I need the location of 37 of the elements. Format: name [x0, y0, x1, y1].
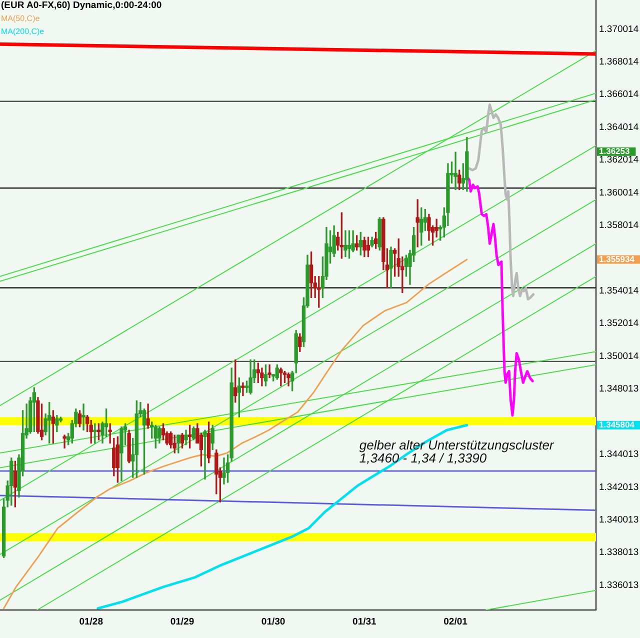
candlestick — [416, 199, 420, 248]
chart-title: (EUR A0-FX,60) Dynamic,0:00-24:00 — [1, 0, 162, 12]
x-tick-label: 01/31 — [352, 616, 378, 628]
y-tick-label: 1.370014 — [599, 24, 639, 35]
y-tick-label: 1.366014 — [599, 89, 639, 100]
text: MA(200,C)e — [1, 26, 44, 38]
y-tick-label: 1.342013 — [599, 482, 639, 493]
candlestick — [454, 152, 458, 190]
candlestick — [203, 430, 207, 480]
x-tick-label: 02/01 — [444, 616, 468, 628]
text: MA(50,C)e — [1, 13, 41, 25]
y-tick-label: 1.354014 — [599, 285, 639, 296]
y-tick-label: 1.355934 — [599, 254, 635, 264]
y-tick-label: 1.348013 — [599, 384, 639, 395]
candlestick — [241, 382, 245, 396]
x-tick-label: 01/30 — [261, 616, 286, 628]
y-tick-label: 1.360014 — [599, 187, 639, 198]
y-tick-label: 1.36253 — [599, 146, 630, 156]
candlestick — [344, 230, 348, 258]
y-tick-label: 1.364014 — [599, 122, 639, 133]
y-tick-label: 1.345804 — [599, 419, 635, 430]
candlestick — [62, 434, 66, 448]
y-tick-label: 1.340013 — [599, 514, 639, 526]
y-tick-label: 1.368014 — [599, 56, 639, 68]
y-tick-label: 1.362014 — [599, 154, 639, 166]
y-tick-label: 1.352014 — [599, 318, 639, 330]
y-tick-label: 1.350014 — [599, 350, 639, 362]
y-tick-label: 1.338013 — [599, 547, 639, 558]
candlestick — [434, 218, 438, 238]
x-tick-label: 01/28 — [79, 616, 103, 628]
candlestick — [268, 364, 272, 378]
y-tick-label: 1.336013 — [599, 580, 639, 591]
candlestick — [222, 458, 226, 484]
y-tick-label: 1.358014 — [599, 220, 639, 232]
y-tick-label: 1.344013 — [599, 449, 639, 460]
candlestick — [82, 404, 86, 430]
x-tick-label: 01/29 — [170, 616, 194, 628]
